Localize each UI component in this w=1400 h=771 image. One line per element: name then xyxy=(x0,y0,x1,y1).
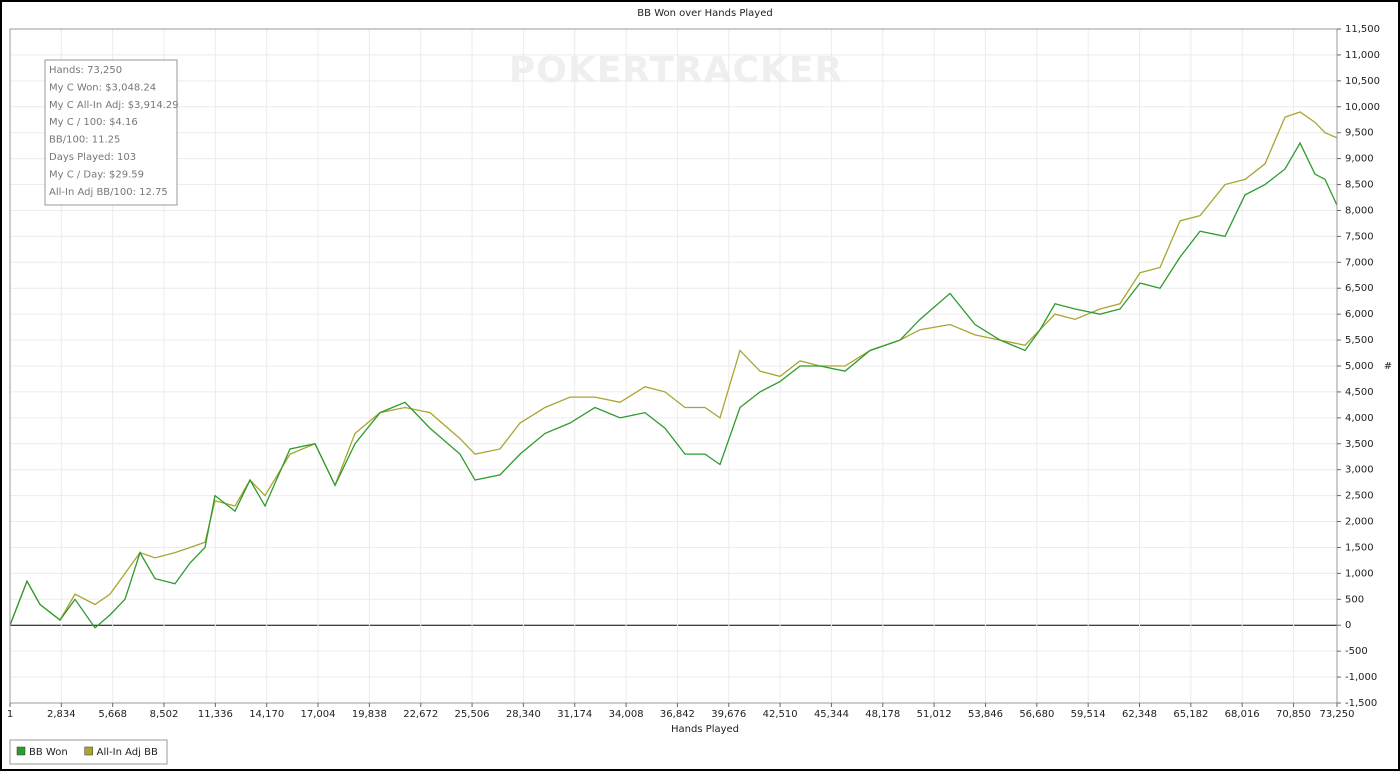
y-tick-label: 11,500 xyxy=(1345,24,1380,35)
y-tick-label: -1,500 xyxy=(1345,698,1377,709)
legend-items: BB Won All-In Adj BB xyxy=(16,746,158,758)
y-tick-label: 0 xyxy=(1345,620,1351,631)
y-tick-label: 11,000 xyxy=(1345,50,1380,61)
x-tick-label: 36,842 xyxy=(660,709,695,720)
y-tick-label: 7,500 xyxy=(1345,231,1374,242)
stat-line: Days Played: 103 xyxy=(49,152,136,163)
y-tick-label: 5,500 xyxy=(1345,335,1374,346)
y-tick-label: 8,500 xyxy=(1345,180,1374,191)
x-tick-label: 56,680 xyxy=(1019,709,1054,720)
legend-label: BB Won xyxy=(29,747,68,758)
legend-swatch xyxy=(16,746,26,756)
y-tick-label: -500 xyxy=(1345,646,1368,657)
x-tick-label: 48,178 xyxy=(865,709,900,720)
stat-line: All-In Adj BB/100: 12.75 xyxy=(49,187,168,198)
x-tick-label: 68,016 xyxy=(1225,709,1260,720)
x-tick-label: 14,170 xyxy=(249,709,284,720)
x-tick-label: 17,004 xyxy=(301,709,336,720)
y-tick-label: 9,000 xyxy=(1345,154,1374,165)
y-tick-label: 500 xyxy=(1345,594,1364,605)
stat-line: My C All-In Adj: $3,914.29 xyxy=(49,100,179,111)
y-tick-label: 3,500 xyxy=(1345,439,1374,450)
stat-line: BB/100: 11.25 xyxy=(49,135,120,146)
y-tick-label: 6,000 xyxy=(1345,309,1374,320)
x-tick-label: 42,510 xyxy=(763,709,798,720)
series-line xyxy=(9,111,1338,626)
x-tick-label: 28,340 xyxy=(506,709,541,720)
plot-area xyxy=(9,28,1338,704)
stat-line: My C / 100: $4.16 xyxy=(49,117,138,128)
y-tick-label: 8,000 xyxy=(1345,205,1374,216)
legend-label: All-In Adj BB xyxy=(97,747,158,758)
stats: Hands: 73,250 My C Won: $3,048.24 My C All… xyxy=(49,65,179,198)
x-tick-label: 5,668 xyxy=(98,709,127,720)
y-tick-label: 3,000 xyxy=(1345,465,1374,476)
x-tick-label: 31,174 xyxy=(557,709,592,720)
chart-title: BB Won over Hands Played xyxy=(637,8,772,19)
x-axis-label: Hands Played xyxy=(671,724,739,735)
y-axis-label: # xyxy=(1384,361,1392,372)
y-tick-label: 7,000 xyxy=(1345,257,1374,268)
stat-line: My C Won: $3,048.24 xyxy=(49,82,156,93)
legend-swatch xyxy=(84,746,93,756)
x-tick-label: 73,250 xyxy=(1320,709,1355,720)
watermark: POKERTRACKER xyxy=(509,50,843,91)
x-tick-label: 65,182 xyxy=(1173,709,1208,720)
y-tick-label: 5,000 xyxy=(1345,361,1374,372)
y-tick-label: 1,000 xyxy=(1345,568,1374,579)
y-tick-label: 2,000 xyxy=(1345,517,1374,528)
y-tick-label: 4,000 xyxy=(1345,413,1374,424)
x-tick-label: 2,834 xyxy=(47,709,76,720)
x-tick-label: 62,348 xyxy=(1122,709,1157,720)
y-tick-label: 9,500 xyxy=(1345,128,1374,139)
x-tick-label: 1 xyxy=(7,709,13,720)
y-tick-label: 10,500 xyxy=(1345,76,1380,87)
x-tick-label: 11,336 xyxy=(198,709,233,720)
y-tick-label: 1,500 xyxy=(1345,542,1374,553)
y-tick-label: -1,000 xyxy=(1345,672,1377,683)
x-tick-label: 19,838 xyxy=(352,709,387,720)
x-tick-label: 39,676 xyxy=(711,709,746,720)
stat-line: My C / Day: $29.59 xyxy=(49,169,144,180)
stat-line: Hands: 73,250 xyxy=(49,65,122,76)
x-tick-label: 25,506 xyxy=(455,709,490,720)
x-tick-label: 45,344 xyxy=(814,709,849,720)
legend xyxy=(9,739,168,765)
y-tick-label: 4,500 xyxy=(1345,387,1374,398)
x-tick-label: 8,502 xyxy=(150,709,179,720)
series-line xyxy=(9,141,1338,629)
x-tick-label: 34,008 xyxy=(609,709,644,720)
x-tick-label: 51,012 xyxy=(917,709,952,720)
x-tick-label: 70,850 xyxy=(1276,709,1311,720)
y-tick-label: 10,000 xyxy=(1345,102,1380,113)
x-tick-label: 22,672 xyxy=(403,709,438,720)
x-tick-label: 59,514 xyxy=(1071,709,1106,720)
x-tick-label: 53,846 xyxy=(968,709,1003,720)
y-tick-label: 2,500 xyxy=(1345,491,1374,502)
stats-box xyxy=(44,59,178,206)
y-tick-label: 6,500 xyxy=(1345,283,1374,294)
